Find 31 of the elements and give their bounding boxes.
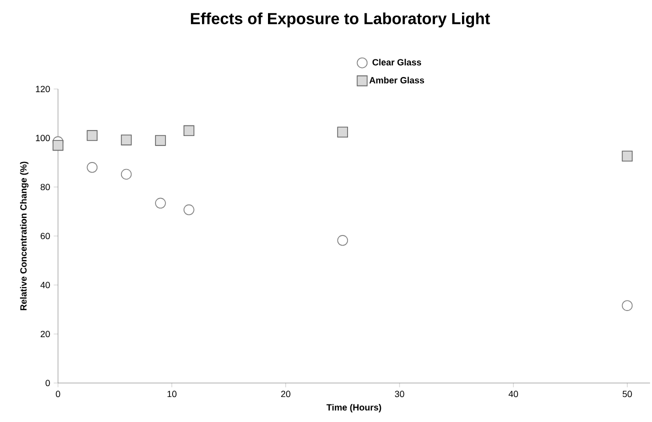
chart-title: Effects of Exposure to Laboratory Light bbox=[190, 12, 490, 28]
point bbox=[184, 125, 194, 136]
y-tick-label: 0 bbox=[46, 380, 50, 386]
x-tick-label: 40 bbox=[508, 390, 518, 398]
point bbox=[86, 130, 98, 141]
x-tick-label: 0 bbox=[56, 390, 60, 398]
point bbox=[184, 204, 194, 216]
x-tick-label: 50 bbox=[622, 390, 632, 398]
x-tick-label: 10 bbox=[168, 390, 176, 398]
point bbox=[120, 134, 132, 146]
point bbox=[86, 162, 98, 173]
y-tick-label: 40 bbox=[40, 282, 50, 288]
x-axis-title: Time (Hours) bbox=[326, 404, 382, 412]
y-axis-title: Relative Concentration Change (%) bbox=[20, 162, 28, 310]
y-tick-label: 60 bbox=[40, 232, 50, 240]
point bbox=[337, 126, 348, 138]
y-tick-label: 120 bbox=[36, 86, 50, 92]
point bbox=[622, 150, 633, 162]
y-tick-label: 100 bbox=[36, 134, 50, 142]
point bbox=[337, 235, 348, 246]
y-tick-label: 20 bbox=[40, 330, 50, 338]
y-tick-label: 80 bbox=[40, 184, 50, 190]
point bbox=[52, 140, 64, 151]
point bbox=[120, 168, 132, 180]
point bbox=[622, 300, 633, 311]
legend-label: Clear Glass bbox=[372, 58, 422, 66]
x-tick-label: 30 bbox=[394, 390, 404, 398]
legend-label: Amber Glass bbox=[369, 76, 424, 84]
point bbox=[155, 135, 166, 146]
point bbox=[155, 198, 166, 209]
x-tick-label: 20 bbox=[281, 390, 290, 398]
